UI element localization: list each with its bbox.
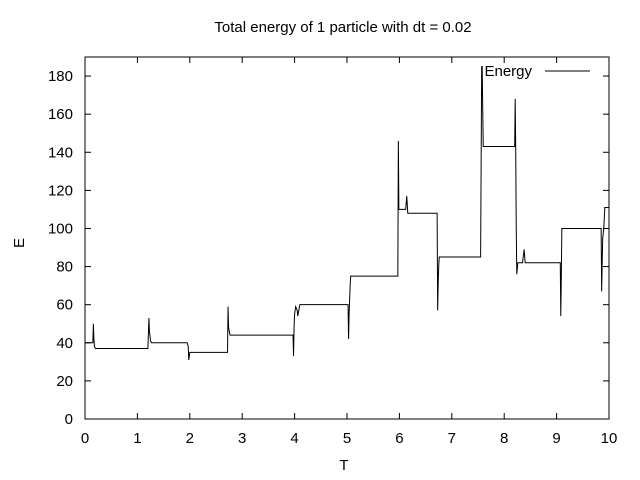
y-tick-label: 160: [48, 106, 73, 123]
y-axis-label: E: [11, 238, 28, 248]
x-tick-label: 8: [500, 430, 508, 447]
legend: Energy: [484, 63, 590, 80]
x-tick-label: 2: [186, 430, 194, 447]
energy-series-line: [85, 66, 609, 361]
plot-frame: [84, 56, 610, 420]
x-tick-label: 0: [81, 430, 89, 447]
y-tick-label: 80: [56, 259, 73, 276]
y-tick-label: 140: [48, 144, 73, 161]
x-tick-label: 4: [290, 430, 298, 447]
y-tick-label: 0: [65, 411, 73, 428]
y-tick-label: 120: [48, 182, 73, 199]
legend-label-energy: Energy: [484, 63, 532, 80]
x-tick-label: 6: [395, 430, 403, 447]
y-tick-label: 60: [56, 297, 73, 314]
y-tick-label: 100: [48, 220, 73, 237]
y-axis-ticks: 0 20 40 60 80 100 120 140 160 180: [48, 68, 609, 428]
x-tick-label: 10: [601, 430, 618, 447]
x-tick-label: 9: [552, 430, 560, 447]
x-tick-label: 1: [133, 430, 141, 447]
x-axis-ticks: 0 1 2 3 4 5 6 7 8 9 10: [81, 57, 618, 447]
x-axis-label: T: [339, 457, 348, 474]
chart-title: Total energy of 1 particle with dt = 0.0…: [214, 19, 471, 36]
x-tick-label: 5: [343, 430, 351, 447]
x-tick-label: 7: [448, 430, 456, 447]
y-tick-label: 180: [48, 68, 73, 85]
y-tick-label: 20: [56, 373, 73, 390]
x-tick-label: 3: [238, 430, 246, 447]
y-tick-label: 40: [56, 335, 73, 352]
